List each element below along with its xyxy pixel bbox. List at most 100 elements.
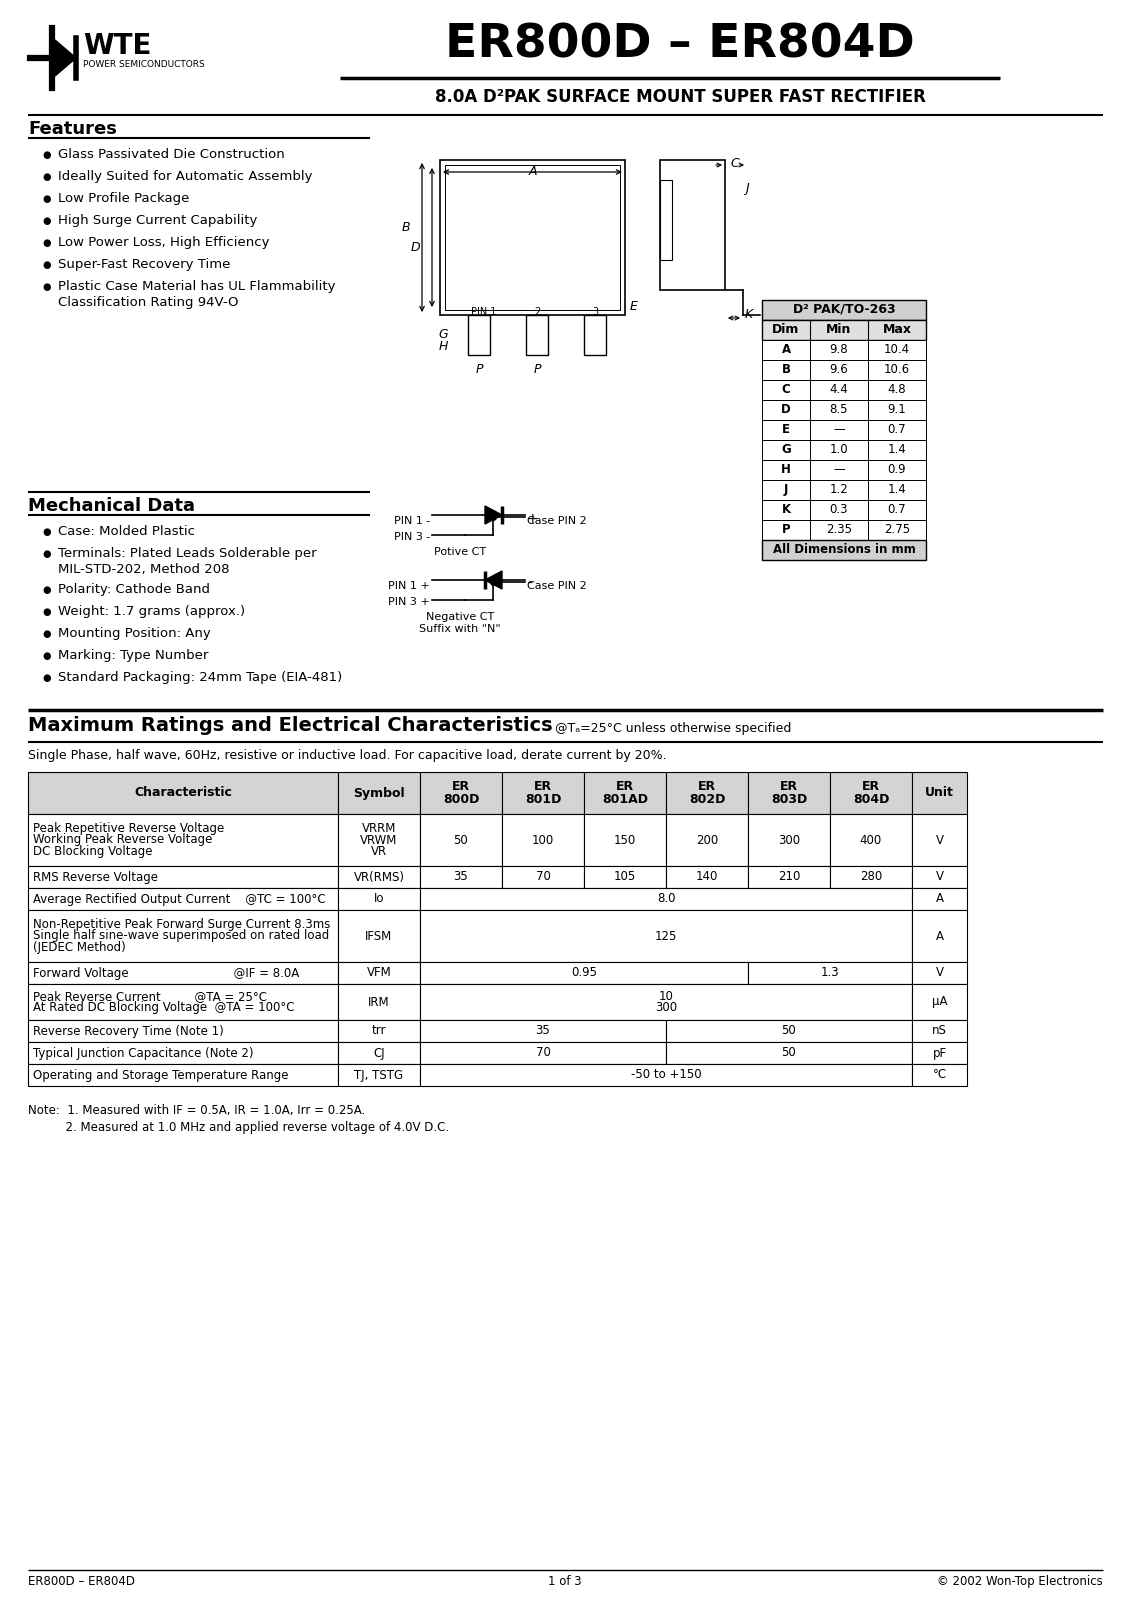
Text: ●: ● xyxy=(42,194,51,203)
Text: trr: trr xyxy=(372,1024,387,1037)
Text: 140: 140 xyxy=(696,870,718,883)
Text: VRRM: VRRM xyxy=(362,822,396,835)
Text: B: B xyxy=(782,363,791,376)
Text: 35: 35 xyxy=(454,870,468,883)
Text: Characteristic: Characteristic xyxy=(135,787,232,800)
Text: Unit: Unit xyxy=(925,787,953,800)
Text: 1.3: 1.3 xyxy=(821,966,839,979)
Bar xyxy=(28,866,338,888)
Text: D: D xyxy=(411,242,420,254)
Text: Classification Rating 94V-O: Classification Rating 94V-O xyxy=(58,296,239,309)
Text: WTE: WTE xyxy=(83,32,152,59)
Text: 802D: 802D xyxy=(689,792,725,805)
Text: 2. Measured at 1.0 MHz and applied reverse voltage of 4.0V D.C.: 2. Measured at 1.0 MHz and applied rever… xyxy=(28,1122,449,1134)
Bar xyxy=(830,814,912,866)
Text: ER: ER xyxy=(698,781,716,794)
Text: A: A xyxy=(935,930,943,942)
Bar xyxy=(468,315,490,355)
Text: A: A xyxy=(935,893,943,906)
Text: Standard Packaging: 24mm Tape (EIA-481): Standard Packaging: 24mm Tape (EIA-481) xyxy=(58,670,343,685)
Text: ●: ● xyxy=(42,586,51,595)
Text: Average Rectified Output Current    @TC = 100°C: Average Rectified Output Current @TC = 1… xyxy=(33,893,326,906)
Text: Weight: 1.7 grams (approx.): Weight: 1.7 grams (approx.) xyxy=(58,605,245,618)
Text: ●: ● xyxy=(42,549,51,558)
Bar xyxy=(338,1021,420,1042)
Bar xyxy=(28,888,338,910)
Text: VRWM: VRWM xyxy=(361,834,398,846)
Bar xyxy=(762,320,926,341)
Text: Low Profile Package: Low Profile Package xyxy=(58,192,189,205)
Bar xyxy=(502,814,584,866)
Bar xyxy=(762,379,926,400)
Text: PIN 1: PIN 1 xyxy=(470,307,497,317)
Text: At Rated DC Blocking Voltage  @TA = 100°C: At Rated DC Blocking Voltage @TA = 100°C xyxy=(33,1002,294,1014)
Bar xyxy=(666,814,748,866)
Text: —: — xyxy=(834,462,845,477)
Text: μA: μA xyxy=(932,995,948,1008)
Text: V: V xyxy=(935,966,943,979)
Bar xyxy=(912,888,967,910)
Text: Dim: Dim xyxy=(772,323,800,336)
Polygon shape xyxy=(55,40,76,75)
Bar xyxy=(420,866,502,888)
Bar xyxy=(338,814,420,866)
Bar xyxy=(338,888,420,910)
Bar xyxy=(762,480,926,499)
Text: V: V xyxy=(935,870,943,883)
Bar xyxy=(748,773,830,814)
Text: Working Peak Reverse Voltage: Working Peak Reverse Voltage xyxy=(33,834,213,846)
Text: -50 to +150: -50 to +150 xyxy=(631,1069,701,1082)
Text: Maximum Ratings and Electrical Characteristics: Maximum Ratings and Electrical Character… xyxy=(28,717,553,734)
Text: 9.1: 9.1 xyxy=(888,403,906,416)
Text: +: + xyxy=(527,512,538,526)
Text: Case PIN 2: Case PIN 2 xyxy=(527,581,587,590)
Bar xyxy=(338,910,420,962)
Text: VFM: VFM xyxy=(366,966,391,979)
Bar xyxy=(830,773,912,814)
Text: ●: ● xyxy=(42,216,51,226)
Text: K: K xyxy=(745,307,753,322)
Text: Io: Io xyxy=(373,893,385,906)
Text: 50: 50 xyxy=(782,1024,796,1037)
Text: 400: 400 xyxy=(860,834,882,846)
Text: K: K xyxy=(782,502,791,515)
Text: Polarity: Cathode Band: Polarity: Cathode Band xyxy=(58,582,210,595)
Text: 2.35: 2.35 xyxy=(826,523,852,536)
Text: Plastic Case Material has UL Flammability: Plastic Case Material has UL Flammabilit… xyxy=(58,280,336,293)
Bar xyxy=(28,984,338,1021)
Text: A: A xyxy=(528,165,537,178)
Bar xyxy=(762,341,926,360)
Text: ●: ● xyxy=(42,629,51,638)
Polygon shape xyxy=(485,571,502,589)
Bar xyxy=(28,910,338,962)
Bar xyxy=(762,541,926,560)
Bar xyxy=(28,1042,338,1064)
Bar xyxy=(440,160,625,315)
Text: Note:  1. Measured with IF = 0.5A, IR = 1.0A, Irr = 0.25A.: Note: 1. Measured with IF = 0.5A, IR = 1… xyxy=(28,1104,365,1117)
Bar xyxy=(830,866,912,888)
Text: POWER SEMICONDUCTORS: POWER SEMICONDUCTORS xyxy=(83,59,205,69)
Text: nS: nS xyxy=(932,1024,947,1037)
Bar xyxy=(666,1042,912,1064)
Text: 8.0: 8.0 xyxy=(657,893,675,906)
Text: IFSM: IFSM xyxy=(365,930,392,942)
Bar xyxy=(584,814,666,866)
Bar xyxy=(666,773,748,814)
Text: B: B xyxy=(402,221,411,234)
Bar xyxy=(912,910,967,962)
Text: 9.8: 9.8 xyxy=(830,342,848,357)
Text: Reverse Recovery Time (Note 1): Reverse Recovery Time (Note 1) xyxy=(33,1024,224,1037)
Bar xyxy=(584,866,666,888)
Text: Low Power Loss, High Efficiency: Low Power Loss, High Efficiency xyxy=(58,235,269,250)
Text: 50: 50 xyxy=(454,834,468,846)
Text: ●: ● xyxy=(42,238,51,248)
Text: Non-Repetitive Peak Forward Surge Current 8.3ms: Non-Repetitive Peak Forward Surge Curren… xyxy=(33,918,330,931)
Bar xyxy=(338,962,420,984)
Text: DC Blocking Voltage: DC Blocking Voltage xyxy=(33,845,153,858)
Text: ●: ● xyxy=(42,259,51,270)
Text: 8.0A D²PAK SURFACE MOUNT SUPER FAST RECTIFIER: 8.0A D²PAK SURFACE MOUNT SUPER FAST RECT… xyxy=(434,88,925,106)
Bar xyxy=(912,1064,967,1086)
Text: Max: Max xyxy=(882,323,912,336)
Text: E: E xyxy=(630,301,638,314)
Text: 8.5: 8.5 xyxy=(830,403,848,416)
